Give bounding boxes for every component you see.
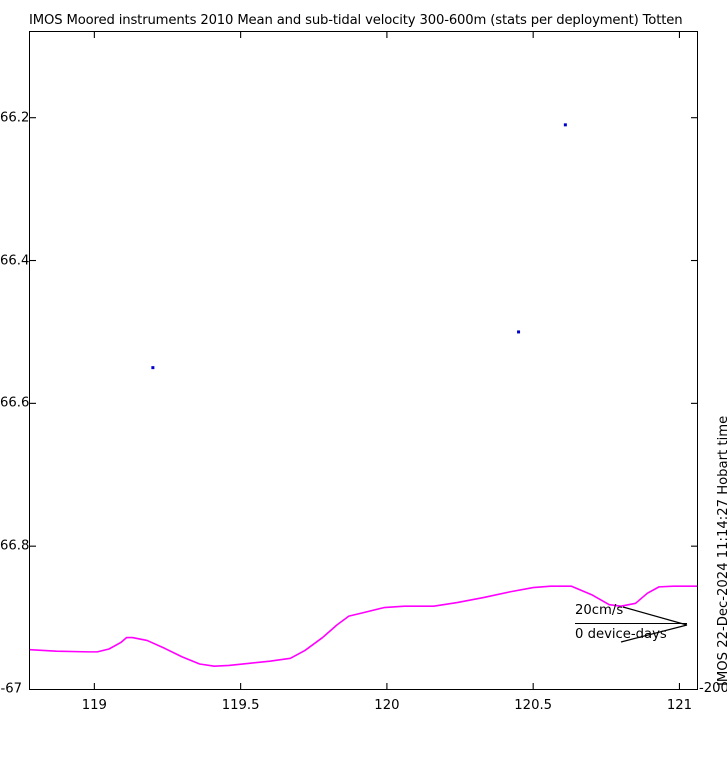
- deployment-marker: [517, 330, 521, 334]
- plot-area: [29, 31, 698, 690]
- velocity-scale-legend: 20cm/s 0 device-days: [575, 603, 691, 645]
- velocity-scale-label: 20cm/s: [575, 603, 624, 618]
- x-tick-label: 119: [81, 698, 107, 713]
- y-tick-label: -67: [0, 681, 22, 697]
- deployment-marker: [563, 123, 567, 127]
- legend-divider: [575, 623, 687, 624]
- page-title: IMOS Moored instruments 2010 Mean and su…: [29, 13, 683, 28]
- contour-depth-label: -200: [699, 681, 727, 696]
- x-tick-label: 120.5: [514, 698, 553, 713]
- y-tick-label: 66.2: [0, 110, 30, 126]
- credit-timestamp-label: IMOS 22-Dec-2024 11:14:27 Hobart time: [716, 415, 727, 686]
- coastline-contour-path: [30, 585, 697, 667]
- y-tick-label: 66.8: [0, 538, 30, 554]
- device-days-label: 0 device-days: [575, 627, 667, 642]
- y-tick-label: 66.4: [0, 253, 30, 269]
- plot-canvas: [30, 32, 697, 689]
- y-tick-label: 66.6: [0, 395, 30, 411]
- x-tick-label: 119.5: [221, 698, 260, 713]
- x-tick-label: 121: [666, 698, 693, 713]
- x-tick-label: 120: [374, 698, 400, 713]
- right-arrow-icon: [620, 606, 688, 643]
- deployment-marker: [151, 366, 155, 370]
